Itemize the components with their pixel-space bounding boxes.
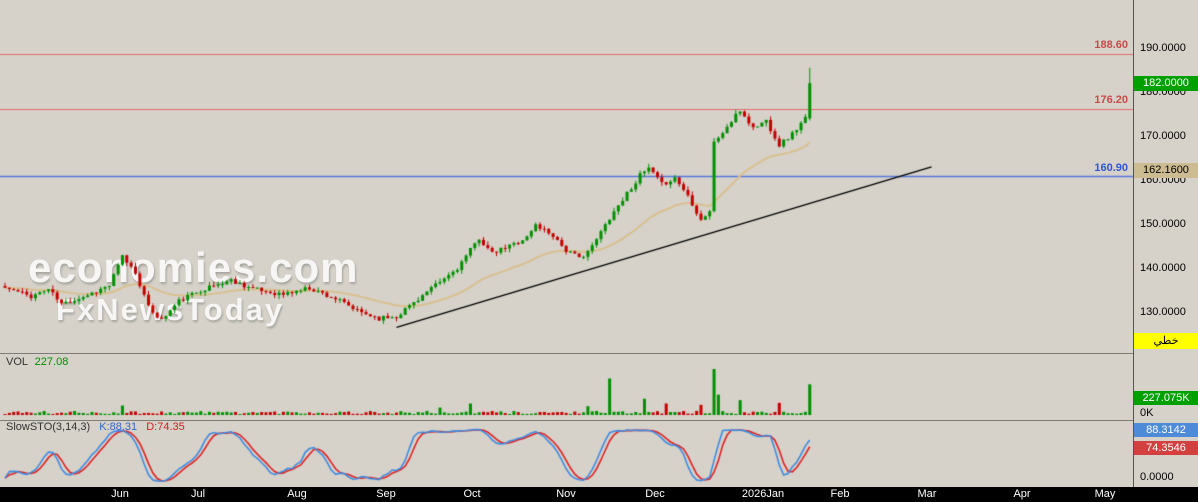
month-label: Oct bbox=[463, 488, 481, 500]
month-label: Feb bbox=[830, 488, 850, 500]
support-level-label: 160.90 bbox=[1094, 162, 1128, 174]
price-tick: 190.0000 bbox=[1140, 42, 1186, 54]
resistance-level-label-1: 188.60 bbox=[1094, 39, 1128, 51]
month-label: Sep bbox=[376, 488, 396, 500]
stochastic-legend: SlowSTO(3,14,3) K:88.31 D:74.35 bbox=[6, 421, 185, 433]
price-axis-separator bbox=[1133, 0, 1134, 487]
volume-value-badge: 227.075K bbox=[1134, 391, 1198, 405]
stochastic-panel-separator bbox=[0, 420, 1133, 421]
volume-panel-separator bbox=[0, 353, 1133, 354]
month-label: Jul bbox=[190, 488, 206, 500]
stochastic-legend-title: SlowSTO(3,14,3) bbox=[6, 421, 91, 433]
volume-zero-label: 0K bbox=[1140, 407, 1154, 419]
stochastic-zero-label: 0.0000 bbox=[1140, 471, 1174, 483]
price-tick: 150.0000 bbox=[1140, 218, 1186, 230]
current-price-badge: 182.0000 bbox=[1134, 76, 1198, 91]
month-label: Aug bbox=[287, 488, 307, 500]
month-label: May bbox=[1094, 488, 1116, 500]
volume-legend-title: VOL bbox=[6, 356, 28, 368]
moving-average-value-badge: 162.1600 bbox=[1134, 163, 1198, 178]
month-label: Mar bbox=[917, 488, 937, 500]
month-label: Dec bbox=[645, 488, 665, 500]
month-label: Apr bbox=[1013, 488, 1031, 500]
month-label: Nov bbox=[556, 488, 576, 500]
stochastic-k-label: K:88.31 bbox=[99, 421, 138, 433]
price-tick: 170.0000 bbox=[1140, 130, 1186, 142]
stochastic-d-badge: 74.3546 bbox=[1134, 441, 1198, 455]
stochastic-d-label: D:74.35 bbox=[146, 421, 185, 433]
price-tick: 130.0000 bbox=[1140, 306, 1186, 318]
volume-legend: VOL 227.08 bbox=[6, 356, 68, 368]
time-axis[interactable]: Jun Jul Aug Sep Oct Nov Dec 2026Jan Feb … bbox=[0, 487, 1198, 502]
volume-legend-value: 227.08 bbox=[34, 356, 69, 368]
chart-plot-area[interactable] bbox=[0, 0, 1134, 487]
stochastic-k-badge: 88.3142 bbox=[1134, 423, 1198, 437]
price-tick: 140.0000 bbox=[1140, 262, 1186, 274]
month-label: Jun bbox=[111, 488, 129, 500]
chart-type-badge: خطي bbox=[1134, 333, 1198, 349]
resistance-level-label-2: 176.20 bbox=[1094, 94, 1128, 106]
month-label: 2026Jan bbox=[741, 488, 785, 500]
